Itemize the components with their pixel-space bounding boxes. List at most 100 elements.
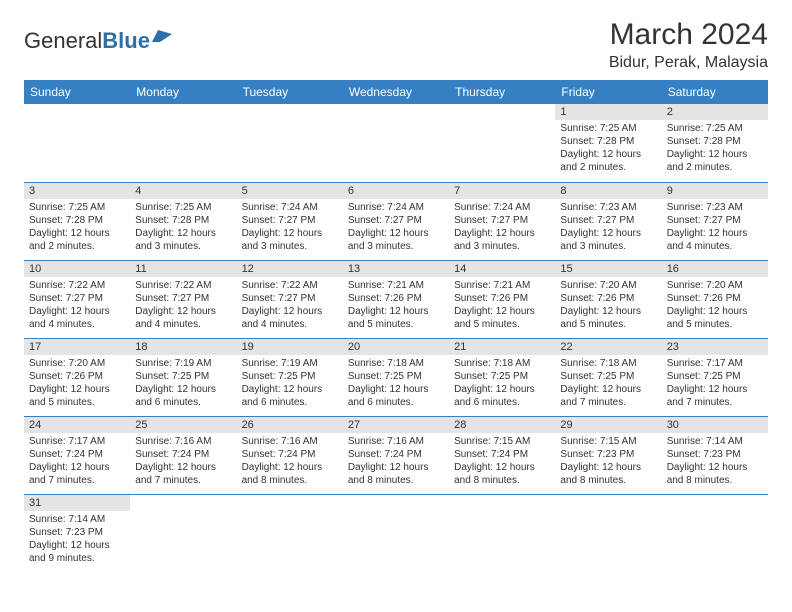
- calendar-cell: 25Sunrise: 7:16 AMSunset: 7:24 PMDayligh…: [130, 416, 236, 494]
- day-number: 5: [237, 183, 343, 199]
- calendar-cell: 16Sunrise: 7:20 AMSunset: 7:26 PMDayligh…: [662, 260, 768, 338]
- calendar-cell: [555, 494, 661, 572]
- day-details: Sunrise: 7:22 AMSunset: 7:27 PMDaylight:…: [24, 277, 130, 334]
- day-details: Sunrise: 7:24 AMSunset: 7:27 PMDaylight:…: [237, 199, 343, 256]
- day-number: 13: [343, 261, 449, 277]
- calendar-cell: 23Sunrise: 7:17 AMSunset: 7:25 PMDayligh…: [662, 338, 768, 416]
- calendar-cell: 30Sunrise: 7:14 AMSunset: 7:23 PMDayligh…: [662, 416, 768, 494]
- day-details: Sunrise: 7:18 AMSunset: 7:25 PMDaylight:…: [449, 355, 555, 412]
- day-number: 31: [24, 495, 130, 511]
- day-details: Sunrise: 7:14 AMSunset: 7:23 PMDaylight:…: [24, 511, 130, 568]
- day-number: 28: [449, 417, 555, 433]
- day-number: 12: [237, 261, 343, 277]
- calendar-cell: 8Sunrise: 7:23 AMSunset: 7:27 PMDaylight…: [555, 182, 661, 260]
- calendar-cell: [130, 104, 236, 182]
- day-number: 24: [24, 417, 130, 433]
- day-number: [24, 104, 130, 120]
- day-number: 22: [555, 339, 661, 355]
- calendar-cell: 14Sunrise: 7:21 AMSunset: 7:26 PMDayligh…: [449, 260, 555, 338]
- calendar-cell: [130, 494, 236, 572]
- calendar-cell: 2Sunrise: 7:25 AMSunset: 7:28 PMDaylight…: [662, 104, 768, 182]
- day-number: 20: [343, 339, 449, 355]
- calendar-cell: [662, 494, 768, 572]
- calendar-row: 3Sunrise: 7:25 AMSunset: 7:28 PMDaylight…: [24, 182, 768, 260]
- day-number: 17: [24, 339, 130, 355]
- weekday-header: Thursday: [449, 80, 555, 104]
- header: GeneralBlue March 2024 Bidur, Perak, Mal…: [24, 18, 768, 72]
- day-number: 9: [662, 183, 768, 199]
- day-details: Sunrise: 7:19 AMSunset: 7:25 PMDaylight:…: [237, 355, 343, 412]
- calendar-cell: 15Sunrise: 7:20 AMSunset: 7:26 PMDayligh…: [555, 260, 661, 338]
- calendar-cell: 13Sunrise: 7:21 AMSunset: 7:26 PMDayligh…: [343, 260, 449, 338]
- day-number: 25: [130, 417, 236, 433]
- calendar-cell: 6Sunrise: 7:24 AMSunset: 7:27 PMDaylight…: [343, 182, 449, 260]
- day-number: 7: [449, 183, 555, 199]
- day-number: [449, 495, 555, 511]
- calendar-cell: 7Sunrise: 7:24 AMSunset: 7:27 PMDaylight…: [449, 182, 555, 260]
- calendar-cell: 10Sunrise: 7:22 AMSunset: 7:27 PMDayligh…: [24, 260, 130, 338]
- day-number: 29: [555, 417, 661, 433]
- day-number: 27: [343, 417, 449, 433]
- weekday-header: Friday: [555, 80, 661, 104]
- day-details: Sunrise: 7:25 AMSunset: 7:28 PMDaylight:…: [555, 120, 661, 177]
- day-details: Sunrise: 7:22 AMSunset: 7:27 PMDaylight:…: [237, 277, 343, 334]
- calendar-cell: 12Sunrise: 7:22 AMSunset: 7:27 PMDayligh…: [237, 260, 343, 338]
- location: Bidur, Perak, Malaysia: [609, 54, 768, 72]
- month-title: March 2024: [609, 18, 768, 52]
- calendar-cell: 9Sunrise: 7:23 AMSunset: 7:27 PMDaylight…: [662, 182, 768, 260]
- logo-text-blue: Blue: [102, 28, 150, 54]
- day-details: Sunrise: 7:22 AMSunset: 7:27 PMDaylight:…: [130, 277, 236, 334]
- calendar-row: 24Sunrise: 7:17 AMSunset: 7:24 PMDayligh…: [24, 416, 768, 494]
- day-number: 10: [24, 261, 130, 277]
- day-details: Sunrise: 7:18 AMSunset: 7:25 PMDaylight:…: [343, 355, 449, 412]
- day-details: Sunrise: 7:19 AMSunset: 7:25 PMDaylight:…: [130, 355, 236, 412]
- calendar-cell: 31Sunrise: 7:14 AMSunset: 7:23 PMDayligh…: [24, 494, 130, 572]
- day-number: [237, 104, 343, 120]
- day-details: Sunrise: 7:21 AMSunset: 7:26 PMDaylight:…: [343, 277, 449, 334]
- day-details: Sunrise: 7:25 AMSunset: 7:28 PMDaylight:…: [130, 199, 236, 256]
- weekday-header: Monday: [130, 80, 236, 104]
- day-number: [130, 495, 236, 511]
- day-details: Sunrise: 7:16 AMSunset: 7:24 PMDaylight:…: [130, 433, 236, 490]
- calendar-cell: 20Sunrise: 7:18 AMSunset: 7:25 PMDayligh…: [343, 338, 449, 416]
- calendar-row: 31Sunrise: 7:14 AMSunset: 7:23 PMDayligh…: [24, 494, 768, 572]
- day-number: 6: [343, 183, 449, 199]
- day-details: Sunrise: 7:21 AMSunset: 7:26 PMDaylight:…: [449, 277, 555, 334]
- day-details: Sunrise: 7:18 AMSunset: 7:25 PMDaylight:…: [555, 355, 661, 412]
- calendar-cell: [24, 104, 130, 182]
- day-details: Sunrise: 7:24 AMSunset: 7:27 PMDaylight:…: [343, 199, 449, 256]
- day-details: Sunrise: 7:16 AMSunset: 7:24 PMDaylight:…: [343, 433, 449, 490]
- day-number: 15: [555, 261, 661, 277]
- day-details: Sunrise: 7:17 AMSunset: 7:24 PMDaylight:…: [24, 433, 130, 490]
- calendar-row: 1Sunrise: 7:25 AMSunset: 7:28 PMDaylight…: [24, 104, 768, 182]
- day-number: 26: [237, 417, 343, 433]
- day-details: Sunrise: 7:23 AMSunset: 7:27 PMDaylight:…: [555, 199, 661, 256]
- day-details: Sunrise: 7:25 AMSunset: 7:28 PMDaylight:…: [24, 199, 130, 256]
- weekday-header: Sunday: [24, 80, 130, 104]
- day-number: 8: [555, 183, 661, 199]
- calendar-cell: 4Sunrise: 7:25 AMSunset: 7:28 PMDaylight…: [130, 182, 236, 260]
- day-details: Sunrise: 7:16 AMSunset: 7:24 PMDaylight:…: [237, 433, 343, 490]
- calendar-row: 10Sunrise: 7:22 AMSunset: 7:27 PMDayligh…: [24, 260, 768, 338]
- calendar-body: 1Sunrise: 7:25 AMSunset: 7:28 PMDaylight…: [24, 104, 768, 572]
- calendar-cell: 11Sunrise: 7:22 AMSunset: 7:27 PMDayligh…: [130, 260, 236, 338]
- day-details: Sunrise: 7:20 AMSunset: 7:26 PMDaylight:…: [662, 277, 768, 334]
- day-number: [237, 495, 343, 511]
- title-block: March 2024 Bidur, Perak, Malaysia: [609, 18, 768, 72]
- calendar-cell: 26Sunrise: 7:16 AMSunset: 7:24 PMDayligh…: [237, 416, 343, 494]
- day-details: Sunrise: 7:25 AMSunset: 7:28 PMDaylight:…: [662, 120, 768, 177]
- weekday-row: SundayMondayTuesdayWednesdayThursdayFrid…: [24, 80, 768, 104]
- day-number: 18: [130, 339, 236, 355]
- day-details: Sunrise: 7:24 AMSunset: 7:27 PMDaylight:…: [449, 199, 555, 256]
- day-number: 2: [662, 104, 768, 120]
- calendar-row: 17Sunrise: 7:20 AMSunset: 7:26 PMDayligh…: [24, 338, 768, 416]
- day-number: 14: [449, 261, 555, 277]
- calendar-cell: 22Sunrise: 7:18 AMSunset: 7:25 PMDayligh…: [555, 338, 661, 416]
- calendar-cell: 18Sunrise: 7:19 AMSunset: 7:25 PMDayligh…: [130, 338, 236, 416]
- day-number: 1: [555, 104, 661, 120]
- calendar-cell: 28Sunrise: 7:15 AMSunset: 7:24 PMDayligh…: [449, 416, 555, 494]
- day-details: Sunrise: 7:20 AMSunset: 7:26 PMDaylight:…: [555, 277, 661, 334]
- calendar-cell: 24Sunrise: 7:17 AMSunset: 7:24 PMDayligh…: [24, 416, 130, 494]
- calendar-cell: [237, 104, 343, 182]
- calendar-table: SundayMondayTuesdayWednesdayThursdayFrid…: [24, 80, 768, 572]
